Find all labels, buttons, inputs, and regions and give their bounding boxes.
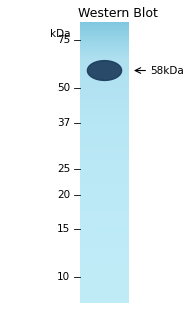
- Text: 58kDa: 58kDa: [150, 66, 184, 75]
- Text: 10: 10: [57, 272, 70, 281]
- Text: Western Blot: Western Blot: [78, 7, 158, 20]
- Text: 50: 50: [57, 83, 70, 93]
- Text: 37: 37: [57, 118, 70, 128]
- Text: kDa: kDa: [50, 29, 70, 39]
- Polygon shape: [87, 61, 122, 80]
- Text: 15: 15: [57, 224, 70, 234]
- Text: 75: 75: [57, 35, 70, 45]
- Text: 25: 25: [57, 164, 70, 174]
- Text: 20: 20: [57, 190, 70, 200]
